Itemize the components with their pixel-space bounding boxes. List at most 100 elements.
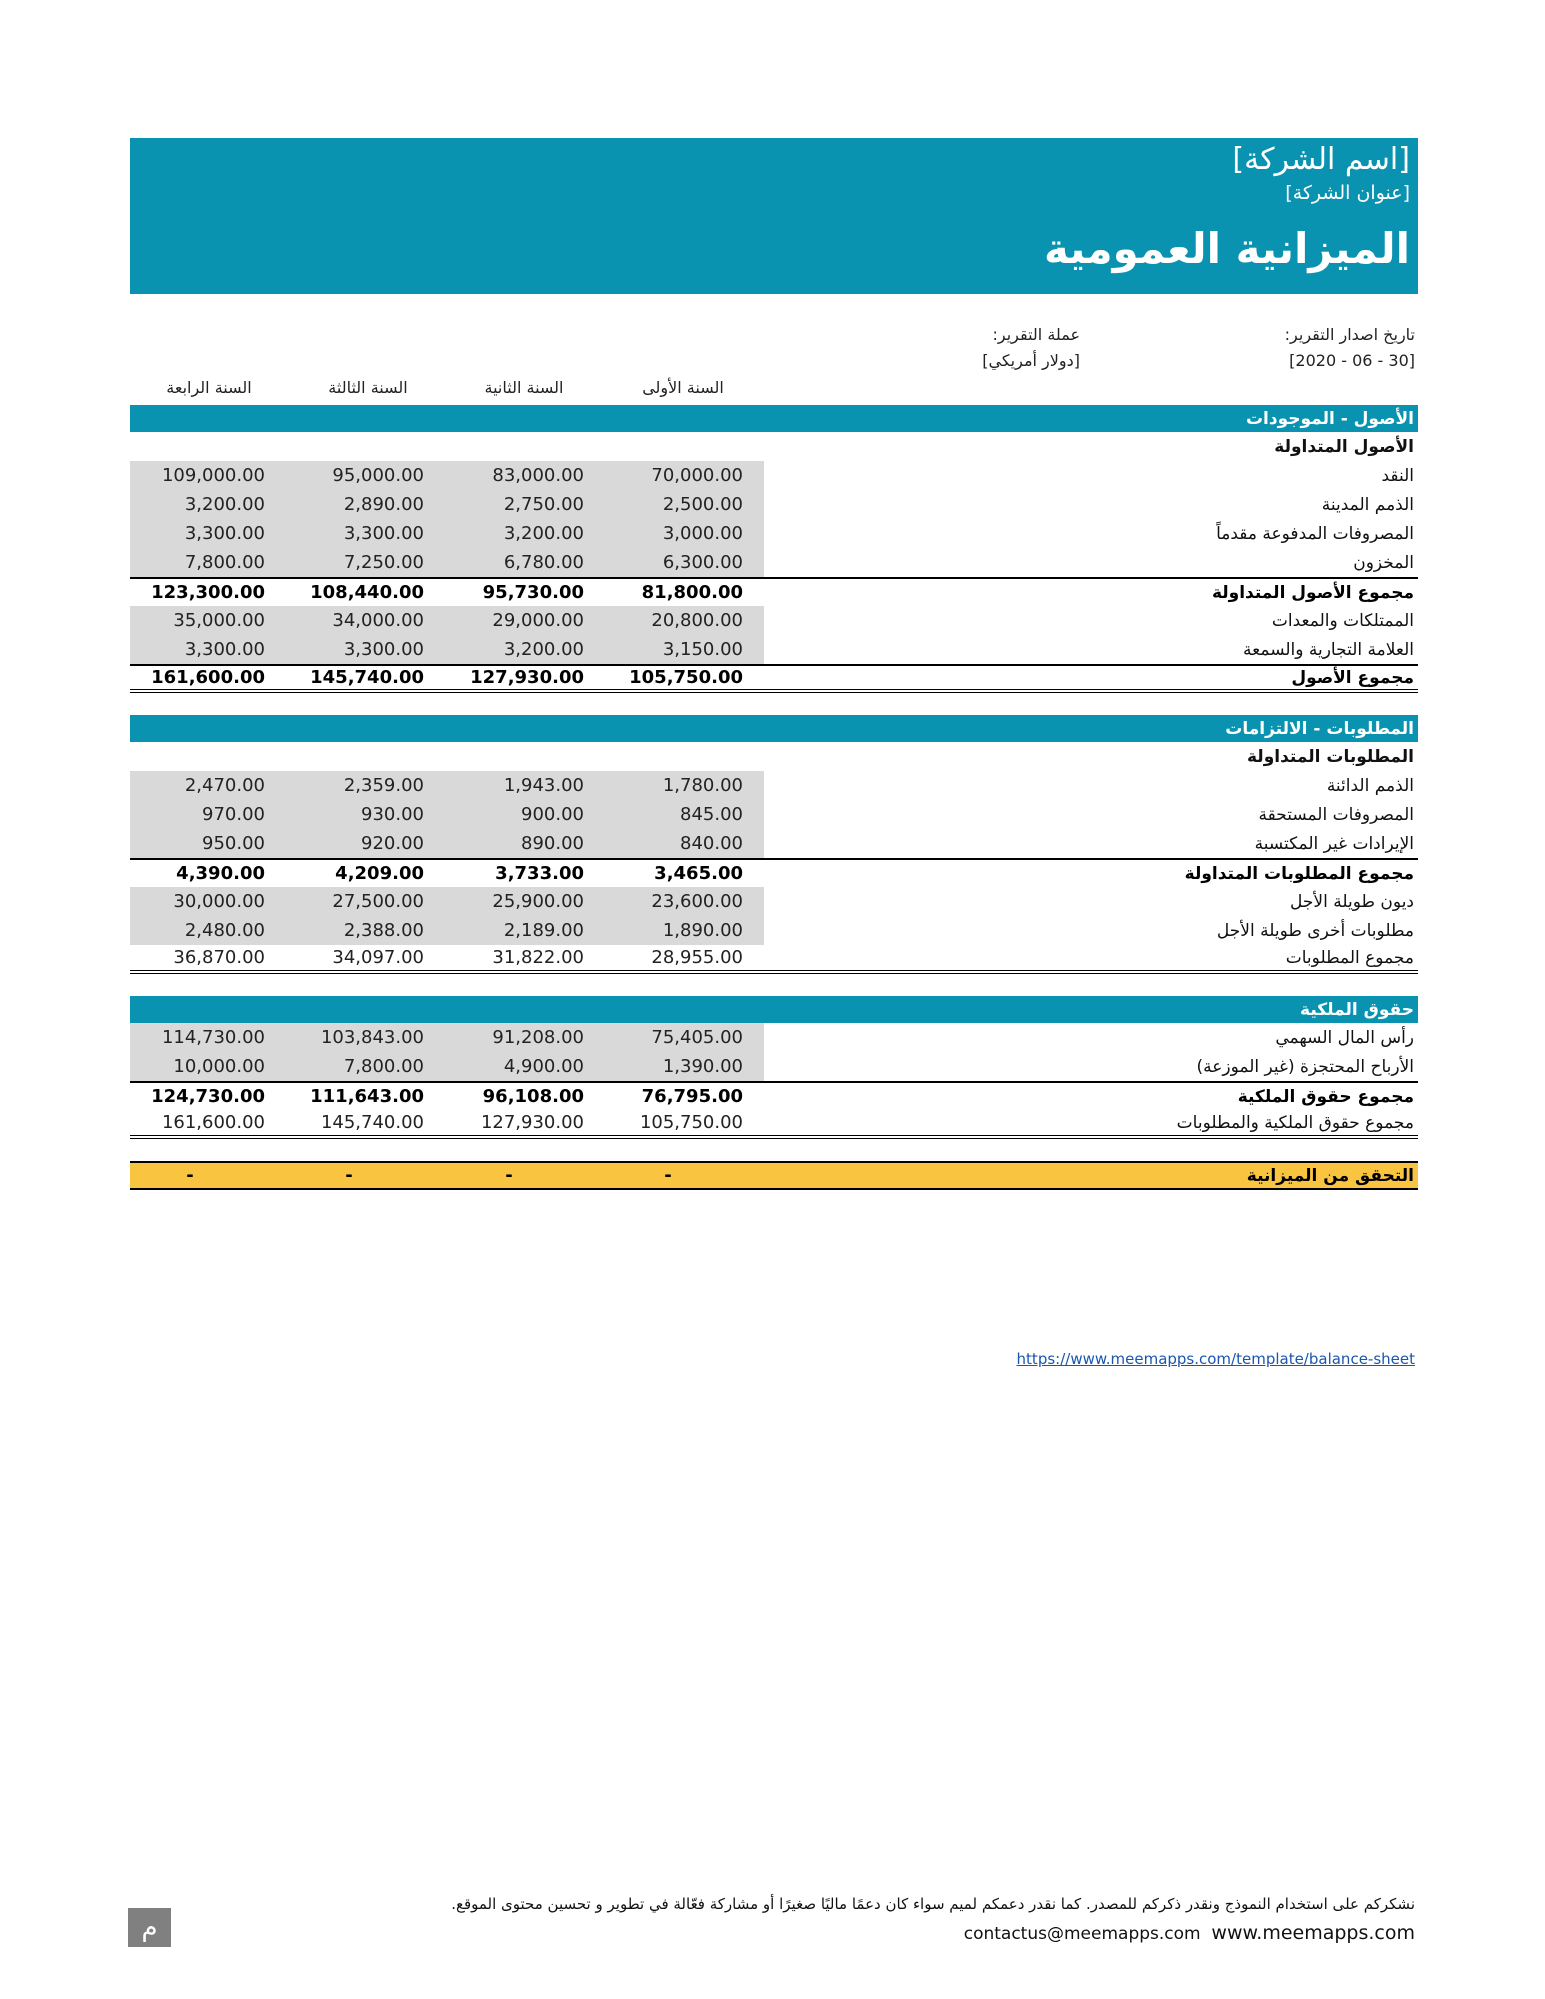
row-label: الممتلكات والمعدات [1271, 610, 1414, 631]
year-header-3: السنة الثالثة [328, 378, 408, 397]
table-row: مطلوبات أخرى طويلة الأجل 1,890.00 2,189.00… [130, 916, 1418, 945]
table-row: الذمم الدائنة 1,780.00 1,943.00 2,359.00 2,4… [130, 771, 1418, 800]
total-row: مجموع المطلوبات المتداولة 3,465.00 3,733.0… [130, 858, 1418, 887]
value-cell-year-4: 114,730.00 [161, 1027, 265, 1048]
value-cell-year-2: 95,730.00 [482, 582, 584, 603]
value-cell-year-3: 3,300.00 [343, 523, 424, 544]
value-cell-year-1: 76,795.00 [641, 1086, 743, 1107]
row-label: الأصول - الموجودات [1245, 408, 1414, 429]
value-cell-year-4: 36,870.00 [173, 947, 265, 968]
company-address: [عنوان الشركة] [1285, 182, 1410, 204]
table-row: المصروفات المستحقة 845.00 900.00 930.00 970.… [130, 800, 1418, 829]
footer-website[interactable]: www.meemapps.com [1211, 1922, 1415, 1944]
value-cell-year-3: 34,097.00 [332, 947, 424, 968]
value-cell-year-4: 4,390.00 [176, 863, 265, 884]
row-label: مجموع الأصول [1291, 667, 1414, 688]
meem-logo: م [128, 1908, 171, 1947]
cell-shade [130, 635, 764, 664]
row-label: حقوق الملكية [1300, 999, 1414, 1020]
row-label: الذمم الدائنة [1326, 775, 1414, 796]
value-cell-year-3: 27,500.00 [332, 891, 424, 912]
section-header: المطلوبات - الالتزامات [130, 715, 1418, 742]
value-cell-year-2: 3,733.00 [495, 863, 584, 884]
year-header-2: السنة الثانية [484, 378, 564, 397]
value-cell-year-4: 3,200.00 [184, 494, 265, 515]
table-row: الذمم المدينة 2,500.00 2,750.00 2,890.00 3,2… [130, 490, 1418, 519]
page-title: الميزانية العمومية [1044, 224, 1410, 273]
row-label: النقد [1381, 465, 1414, 486]
value-cell-year-2: 127,930.00 [470, 667, 584, 688]
value-cell-year-3: 95,000.00 [332, 465, 424, 486]
value-cell-year-2: 890.00 [521, 833, 584, 854]
footer-contact: contactus@meemapps.com www.meemapps.com [964, 1922, 1415, 1944]
cell-shade [130, 800, 764, 829]
row-label: مجموع المطلوبات [1285, 947, 1414, 968]
template-link[interactable]: https://www.meemapps.com/template/balanc… [1016, 1350, 1415, 1368]
table-row: النقد 70,000.00 83,000.00 95,000.00 109,000.… [130, 461, 1418, 490]
table-row: العلامة التجارية والسمعة 3,150.00 3,200.00… [130, 635, 1418, 664]
row-label: المطلوبات المتداولة [1247, 746, 1414, 767]
table-row: ديون طويلة الأجل 23,600.00 25,900.00 27,500… [130, 887, 1418, 916]
value-cell-year-3: 34,000.00 [332, 610, 424, 631]
cell-shade [130, 829, 764, 858]
total-row: مجموع الأصول 105,750.00 127,930.00 145,740.… [130, 664, 1418, 693]
value-cell-year-4: 161,600.00 [161, 1112, 265, 1133]
table-row: الإيرادات غير المكتسبة 840.00 890.00 920.00… [130, 829, 1418, 858]
cell-shade [130, 606, 764, 635]
row-label: التحقق من الميزانية [1246, 1165, 1414, 1186]
value-cell-year-2: 4,900.00 [503, 1056, 584, 1077]
value-cell-year-1: 2,500.00 [662, 494, 743, 515]
value-cell-year-2: 3,200.00 [503, 523, 584, 544]
row-label: الأصول المتداولة [1274, 436, 1414, 457]
value-cell-year-4: 35,000.00 [173, 610, 265, 631]
value-cell-year-3: 145,740.00 [310, 667, 424, 688]
value-cell-year-2: - [505, 1165, 513, 1186]
table-row: الأرباح المحتجزة (غير الموزعة) 1,390.00 4,… [130, 1052, 1418, 1081]
company-name: [اسم الشركة] [1232, 142, 1410, 177]
value-cell-year-2: 29,000.00 [492, 610, 584, 631]
value-cell-year-1: 840.00 [680, 833, 743, 854]
value-cell-year-2: 2,189.00 [503, 920, 584, 941]
report-date-label: تاريخ اصدار التقرير: [1284, 325, 1415, 344]
value-cell-year-3: 111,643.00 [310, 1086, 424, 1107]
value-cell-year-1: 845.00 [680, 804, 743, 825]
cell-shade [130, 887, 764, 916]
row-label: مطلوبات أخرى طويلة الأجل [1216, 920, 1414, 941]
value-cell-year-2: 3,200.00 [503, 639, 584, 660]
table-row: الممتلكات والمعدات 20,800.00 29,000.00 34,0… [130, 606, 1418, 635]
value-cell-year-1: 105,750.00 [629, 667, 743, 688]
value-cell-year-2: 96,108.00 [482, 1086, 584, 1107]
total-row: مجموع المطلوبات 28,955.00 31,822.00 34,097.… [130, 945, 1418, 974]
value-cell-year-3: 930.00 [361, 804, 424, 825]
row-label: مجموع حقوق الملكية والمطلوبات [1176, 1112, 1414, 1133]
value-cell-year-1: 23,600.00 [651, 891, 743, 912]
value-cell-year-1: 3,000.00 [662, 523, 743, 544]
value-cell-year-3: 4,209.00 [335, 863, 424, 884]
row-label: الذمم المدينة [1321, 494, 1414, 515]
value-cell-year-2: 127,930.00 [480, 1112, 584, 1133]
total-row: مجموع الأصول المتداولة 81,800.00 95,730.00… [130, 577, 1418, 606]
year-header-4: السنة الرابعة [166, 378, 252, 397]
value-cell-year-4: 7,800.00 [184, 552, 265, 573]
currency-value: [دولار أمريكي] [982, 351, 1080, 370]
value-cell-year-3: 3,300.00 [343, 639, 424, 660]
value-cell-year-1: 1,890.00 [662, 920, 743, 941]
value-cell-year-3: 145,740.00 [320, 1112, 424, 1133]
value-cell-year-4: 2,470.00 [184, 775, 265, 796]
value-cell-year-4: 2,480.00 [184, 920, 265, 941]
value-cell-year-2: 31,822.00 [492, 947, 584, 968]
value-cell-year-4: 123,300.00 [151, 582, 265, 603]
cell-shade [130, 490, 764, 519]
section-header: الأصول - الموجودات [130, 405, 1418, 432]
cell-shade [130, 548, 764, 577]
value-cell-year-4: 3,300.00 [184, 523, 265, 544]
row-label: مجموع حقوق الملكية [1237, 1086, 1414, 1107]
cell-shade [130, 461, 764, 490]
value-cell-year-1: 75,405.00 [651, 1027, 743, 1048]
footer-email[interactable]: contactus@meemapps.com [963, 1924, 1201, 1944]
value-cell-year-3: 108,440.00 [310, 582, 424, 603]
value-cell-year-4: - [186, 1165, 194, 1186]
row-label: المصروفات المستحقة [1258, 804, 1415, 825]
subsection-header: المطلوبات المتداولة [130, 742, 1418, 771]
